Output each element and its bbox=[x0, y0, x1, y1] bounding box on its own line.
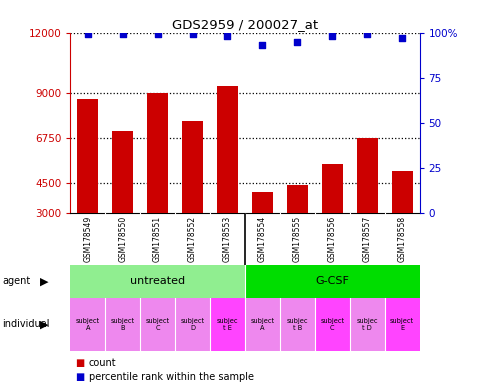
Bar bbox=[105, 298, 140, 351]
Text: GSM178556: GSM178556 bbox=[327, 216, 336, 262]
Bar bbox=[216, 86, 238, 213]
Text: GSM178555: GSM178555 bbox=[292, 216, 301, 262]
Text: subjec
t E: subjec t E bbox=[216, 318, 238, 331]
Title: GDS2959 / 200027_at: GDS2959 / 200027_at bbox=[171, 18, 318, 31]
Bar bbox=[175, 298, 210, 351]
Bar bbox=[147, 93, 168, 213]
Bar bbox=[349, 298, 384, 351]
Bar bbox=[70, 298, 105, 351]
Point bbox=[188, 31, 196, 38]
Text: GSM178554: GSM178554 bbox=[257, 216, 266, 262]
Bar bbox=[384, 298, 419, 351]
Text: subjec
t D: subjec t D bbox=[356, 318, 377, 331]
Point bbox=[328, 33, 335, 39]
Text: ■: ■ bbox=[75, 372, 84, 382]
Point bbox=[293, 39, 301, 45]
Text: subject
E: subject E bbox=[389, 318, 413, 331]
Text: ▶: ▶ bbox=[40, 276, 49, 286]
Text: untreated: untreated bbox=[130, 276, 185, 286]
Bar bbox=[182, 121, 203, 213]
Text: subject
C: subject C bbox=[319, 318, 344, 331]
Text: count: count bbox=[89, 358, 116, 368]
Bar bbox=[251, 192, 272, 213]
Text: subject
B: subject B bbox=[110, 318, 135, 331]
Text: agent: agent bbox=[2, 276, 30, 286]
Bar bbox=[356, 138, 377, 213]
Bar bbox=[77, 99, 98, 213]
Bar bbox=[286, 185, 307, 213]
Bar bbox=[279, 298, 314, 351]
Text: GSM178558: GSM178558 bbox=[397, 216, 406, 262]
Text: individual: individual bbox=[2, 319, 50, 329]
Text: ■: ■ bbox=[75, 358, 84, 368]
Text: subject
D: subject D bbox=[180, 318, 204, 331]
Point bbox=[153, 31, 161, 38]
Text: G-CSF: G-CSF bbox=[315, 276, 348, 286]
Point bbox=[258, 42, 266, 48]
Text: subject
A: subject A bbox=[76, 318, 100, 331]
Text: subject
A: subject A bbox=[250, 318, 274, 331]
Text: GSM178557: GSM178557 bbox=[362, 216, 371, 262]
Text: GSM178549: GSM178549 bbox=[83, 216, 92, 262]
Text: subjec
t B: subjec t B bbox=[286, 318, 307, 331]
Bar bbox=[140, 298, 175, 351]
Bar bbox=[244, 265, 419, 298]
Bar bbox=[321, 164, 342, 213]
Point bbox=[119, 31, 126, 38]
Text: percentile rank within the sample: percentile rank within the sample bbox=[89, 372, 253, 382]
Point bbox=[223, 33, 231, 39]
Point bbox=[84, 31, 91, 38]
Text: GSM178551: GSM178551 bbox=[153, 216, 162, 262]
Text: subject
C: subject C bbox=[145, 318, 169, 331]
Text: ▶: ▶ bbox=[40, 319, 49, 329]
Bar bbox=[70, 265, 244, 298]
Text: GSM178553: GSM178553 bbox=[223, 216, 231, 262]
Bar bbox=[244, 298, 279, 351]
Bar bbox=[210, 298, 244, 351]
Bar bbox=[391, 171, 412, 213]
Point bbox=[397, 35, 405, 41]
Point bbox=[363, 31, 370, 38]
Bar bbox=[112, 131, 133, 213]
Text: GSM178552: GSM178552 bbox=[188, 216, 197, 262]
Text: GSM178550: GSM178550 bbox=[118, 216, 127, 262]
Bar bbox=[314, 298, 349, 351]
